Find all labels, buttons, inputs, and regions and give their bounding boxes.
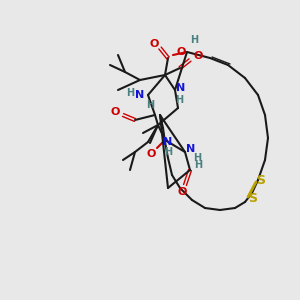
Text: O: O bbox=[146, 149, 156, 159]
Text: H: H bbox=[193, 153, 201, 163]
Text: N: N bbox=[186, 144, 196, 154]
Text: N: N bbox=[176, 83, 186, 93]
Text: O: O bbox=[177, 187, 187, 197]
Text: O: O bbox=[193, 51, 203, 61]
Text: S: S bbox=[256, 173, 266, 187]
Text: H: H bbox=[175, 95, 183, 105]
Text: S: S bbox=[248, 193, 257, 206]
Text: H: H bbox=[194, 160, 202, 170]
Text: O: O bbox=[149, 39, 159, 49]
Text: N: N bbox=[164, 137, 172, 147]
Text: O: O bbox=[110, 107, 120, 117]
Text: H: H bbox=[146, 100, 154, 110]
Text: O: O bbox=[176, 47, 186, 57]
Text: N: N bbox=[135, 90, 145, 100]
Text: H: H bbox=[164, 147, 172, 157]
Text: H: H bbox=[190, 35, 198, 45]
Text: H: H bbox=[126, 88, 134, 98]
